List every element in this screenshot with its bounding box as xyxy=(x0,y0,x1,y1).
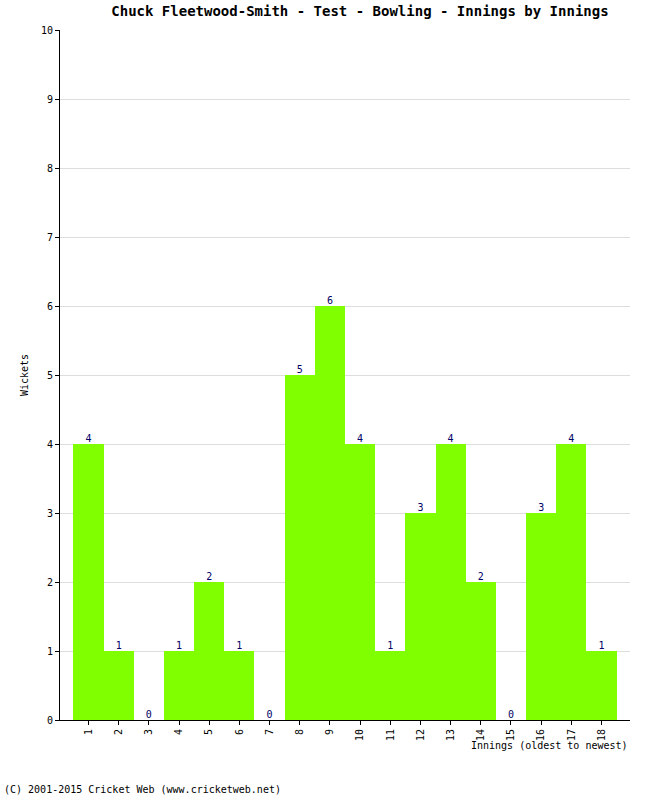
svg-text:1: 1 xyxy=(47,646,53,657)
svg-text:0: 0 xyxy=(267,709,273,720)
svg-text:4: 4 xyxy=(85,433,91,444)
svg-text:17: 17 xyxy=(566,729,577,741)
svg-text:8: 8 xyxy=(294,729,305,735)
svg-text:0: 0 xyxy=(47,715,53,726)
svg-text:Chuck Fleetwood-Smith - Test -: Chuck Fleetwood-Smith - Test - Bowling -… xyxy=(111,3,608,19)
svg-text:3: 3 xyxy=(538,502,544,513)
svg-text:4: 4 xyxy=(47,439,53,450)
svg-text:4: 4 xyxy=(357,433,363,444)
svg-text:Wickets: Wickets xyxy=(19,354,30,396)
svg-text:7: 7 xyxy=(47,232,53,243)
svg-text:(C) 2001-2015 Cricket Web (www: (C) 2001-2015 Cricket Web (www.cricketwe… xyxy=(4,784,281,795)
svg-text:0: 0 xyxy=(508,709,514,720)
svg-text:4: 4 xyxy=(173,729,184,735)
svg-text:2: 2 xyxy=(113,729,124,735)
svg-text:1: 1 xyxy=(387,640,393,651)
svg-text:1: 1 xyxy=(236,640,242,651)
svg-text:3: 3 xyxy=(47,508,53,519)
svg-text:5: 5 xyxy=(297,364,303,375)
svg-text:12: 12 xyxy=(415,729,426,741)
svg-text:4: 4 xyxy=(568,433,574,444)
svg-text:1: 1 xyxy=(176,640,182,651)
svg-text:5: 5 xyxy=(47,370,53,381)
svg-text:10: 10 xyxy=(354,729,365,741)
svg-text:2: 2 xyxy=(206,571,212,582)
svg-text:3: 3 xyxy=(143,729,154,735)
svg-text:16: 16 xyxy=(535,729,546,741)
svg-text:13: 13 xyxy=(445,729,456,741)
svg-text:4: 4 xyxy=(448,433,454,444)
svg-text:3: 3 xyxy=(417,502,423,513)
svg-text:0: 0 xyxy=(146,709,152,720)
svg-text:2: 2 xyxy=(478,571,484,582)
svg-text:2: 2 xyxy=(47,577,53,588)
svg-text:9: 9 xyxy=(324,729,335,735)
svg-text:1: 1 xyxy=(598,640,604,651)
svg-text:7: 7 xyxy=(264,729,275,735)
svg-text:18: 18 xyxy=(596,729,607,741)
svg-text:9: 9 xyxy=(47,94,53,105)
svg-text:1: 1 xyxy=(83,729,94,735)
svg-text:15: 15 xyxy=(505,729,516,741)
svg-text:5: 5 xyxy=(203,729,214,735)
svg-text:8: 8 xyxy=(47,163,53,174)
svg-text:6: 6 xyxy=(327,295,333,306)
svg-text:10: 10 xyxy=(41,25,53,36)
svg-text:11: 11 xyxy=(385,729,396,741)
svg-text:6: 6 xyxy=(234,729,245,735)
svg-text:14: 14 xyxy=(475,729,486,741)
svg-text:1: 1 xyxy=(116,640,122,651)
svg-text:Innings (oldest to newest): Innings (oldest to newest) xyxy=(471,740,628,751)
svg-text:6: 6 xyxy=(47,301,53,312)
